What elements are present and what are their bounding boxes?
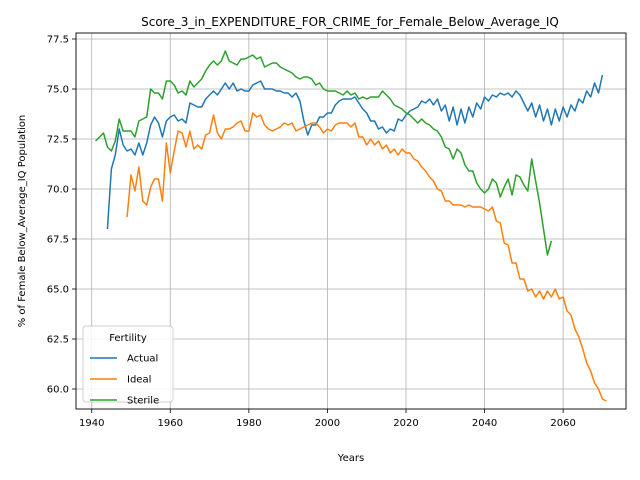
y-tick-label: 70.0 <box>47 185 69 196</box>
x-tick-label: 2020 <box>393 418 418 429</box>
series-line-ideal <box>126 112 607 402</box>
y-axis-label: % of Female Below_Average_IQ Population <box>17 115 28 328</box>
legend-box <box>82 325 174 403</box>
x-tick-label: 2040 <box>472 418 497 429</box>
plot-frame <box>75 32 627 410</box>
y-tick-label: 62.5 <box>47 335 69 346</box>
x-tick-label: 1980 <box>236 418 261 429</box>
legend: Fertility Actual Ideal Sterile <box>82 325 174 407</box>
grid <box>76 33 626 409</box>
x-tick-label: 1960 <box>158 418 183 429</box>
y-tick-label: 67.5 <box>47 235 69 246</box>
legend-label-sterile: Sterile <box>127 396 159 407</box>
y-tick-label: 60.0 <box>47 385 69 396</box>
y-tick-label: 75.0 <box>47 85 69 96</box>
x-tick-label: 1940 <box>79 418 104 429</box>
legend-title: Fertility <box>109 333 147 344</box>
legend-label-ideal: Ideal <box>127 375 151 386</box>
y-tick-label: 65.0 <box>47 285 69 296</box>
series-lines <box>95 50 607 402</box>
x-tick-label: 2000 <box>315 418 340 429</box>
x-tick-label: 2060 <box>550 418 575 429</box>
y-tick-label: 77.5 <box>47 35 69 46</box>
x-axis-label: Years <box>337 453 364 464</box>
legend-label-actual: Actual <box>127 354 158 365</box>
axis-ticks: 1940 1960 1980 2000 2020 2040 2060 60.0 62.5 65.0… <box>47 35 576 430</box>
series-line-sterile <box>95 50 553 256</box>
y-tick-label: 72.5 <box>47 135 69 146</box>
series-line-actual <box>106 74 604 230</box>
chart-title: Score_3_in_EXPENDITURE_FOR_CRIME_for_Fem… <box>141 15 559 29</box>
